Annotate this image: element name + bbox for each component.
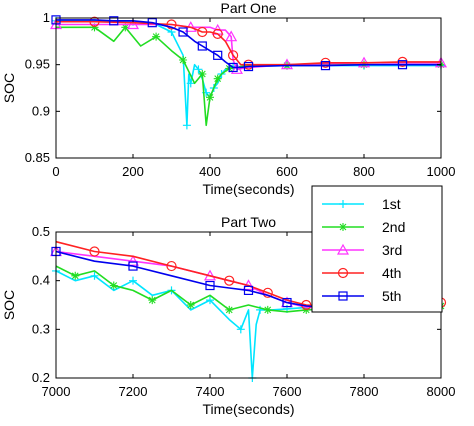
legend-entry-3rd: 3rd	[322, 242, 402, 258]
legend-marker	[337, 267, 349, 279]
x-tick-label: 600	[276, 164, 298, 179]
y-tick-label: 0.5	[32, 224, 50, 239]
data-point	[128, 261, 138, 271]
data-point	[152, 32, 161, 41]
y-tick-label: 0.2	[32, 370, 50, 385]
data-point	[236, 325, 245, 334]
data-point	[320, 60, 331, 71]
legend-entry-5th: 5th	[322, 288, 401, 304]
data-point	[243, 285, 254, 295]
data-point	[243, 61, 254, 72]
data-point	[186, 79, 195, 88]
x-tick-label: 8000	[427, 384, 456, 399]
y-tick-label: 0.4	[32, 273, 50, 288]
data-point	[194, 65, 203, 74]
x-tick-label: 7200	[119, 384, 148, 399]
x-tick-label: 7400	[196, 384, 225, 399]
legend-entry-4th: 4th	[322, 265, 401, 281]
y-tick-label: 0.9	[32, 103, 50, 118]
data-point	[166, 19, 177, 30]
data-point	[263, 305, 272, 314]
data-point	[213, 50, 223, 60]
data-point	[186, 301, 195, 309]
x-tick-label: 400	[199, 164, 221, 179]
legend-entry-1st: 1st	[322, 196, 401, 212]
data-point	[147, 18, 157, 28]
x-tick-label: 7000	[42, 384, 71, 399]
data-point	[230, 63, 243, 74]
data-point	[225, 305, 234, 314]
data-point	[197, 41, 207, 51]
y-tick-label: 0.3	[32, 321, 50, 336]
data-point	[166, 260, 177, 272]
data-point	[225, 30, 238, 42]
y-axis-label: SOC	[1, 73, 17, 103]
chart-title: Part Two	[221, 214, 276, 230]
data-point	[126, 18, 140, 30]
legend-label: 4th	[382, 265, 401, 281]
legend-box	[311, 185, 443, 313]
data-point	[109, 16, 119, 26]
x-tick-label: 1000	[427, 164, 456, 179]
x-tick-label: 200	[122, 164, 144, 179]
y-tick-label: 0.95	[25, 57, 50, 72]
data-point	[109, 281, 118, 290]
y-axis-label: SOC	[1, 290, 17, 320]
legend-label: 1st	[382, 196, 401, 212]
data-point	[212, 28, 223, 39]
legend-marker	[338, 291, 348, 301]
data-point	[179, 56, 188, 64]
data-point	[205, 280, 215, 291]
axes-frame	[55, 17, 442, 159]
legend-entry-2nd: 2nd	[322, 219, 405, 235]
data-point	[178, 27, 188, 37]
data-point	[228, 62, 238, 73]
legend-label: 2nd	[382, 219, 405, 235]
x-tick-label: 7800	[350, 384, 379, 399]
x-axis-label: Time(seconds)	[202, 401, 294, 417]
chart-title: Part One	[220, 0, 276, 16]
y-tick-label: 1	[43, 10, 50, 25]
data-point	[71, 271, 80, 280]
data-point	[197, 26, 208, 38]
chart-panel-1: 0 200 400 600 800 1000 0.85 0.9 0.95 1 Part One Tim…	[1, 0, 455, 197]
data-point	[148, 296, 157, 305]
series-5th	[51, 15, 441, 73]
data-point	[206, 296, 214, 305]
data-point	[228, 50, 239, 61]
data-point	[198, 70, 207, 78]
data-point	[90, 271, 99, 280]
data-point	[262, 287, 273, 298]
x-tick-label: 7600	[273, 384, 302, 399]
data-point	[90, 23, 99, 32]
legend-marker	[339, 200, 347, 208]
legend-marker	[339, 223, 347, 231]
data-point	[89, 16, 100, 27]
data-point	[126, 254, 140, 266]
data-point	[282, 297, 292, 308]
legend-label: 3rd	[382, 242, 402, 258]
x-axis-label: Time(seconds)	[202, 181, 294, 197]
data-point	[129, 276, 137, 285]
x-tick-label: 800	[353, 164, 375, 179]
data-point	[182, 121, 191, 130]
data-point	[206, 93, 214, 102]
legend-label: 5th	[382, 288, 401, 304]
data-point	[213, 74, 222, 83]
data-point	[224, 275, 235, 286]
data-point	[397, 60, 408, 70]
legend-marker	[336, 243, 350, 255]
data-point	[121, 23, 130, 32]
legend: 1st 2nd 3rd 4th 5th	[311, 185, 443, 313]
x-tick-label: 0	[52, 164, 59, 179]
data-point	[89, 246, 100, 257]
plot-area	[56, 18, 441, 158]
y-tick-label: 0.85	[25, 150, 50, 165]
